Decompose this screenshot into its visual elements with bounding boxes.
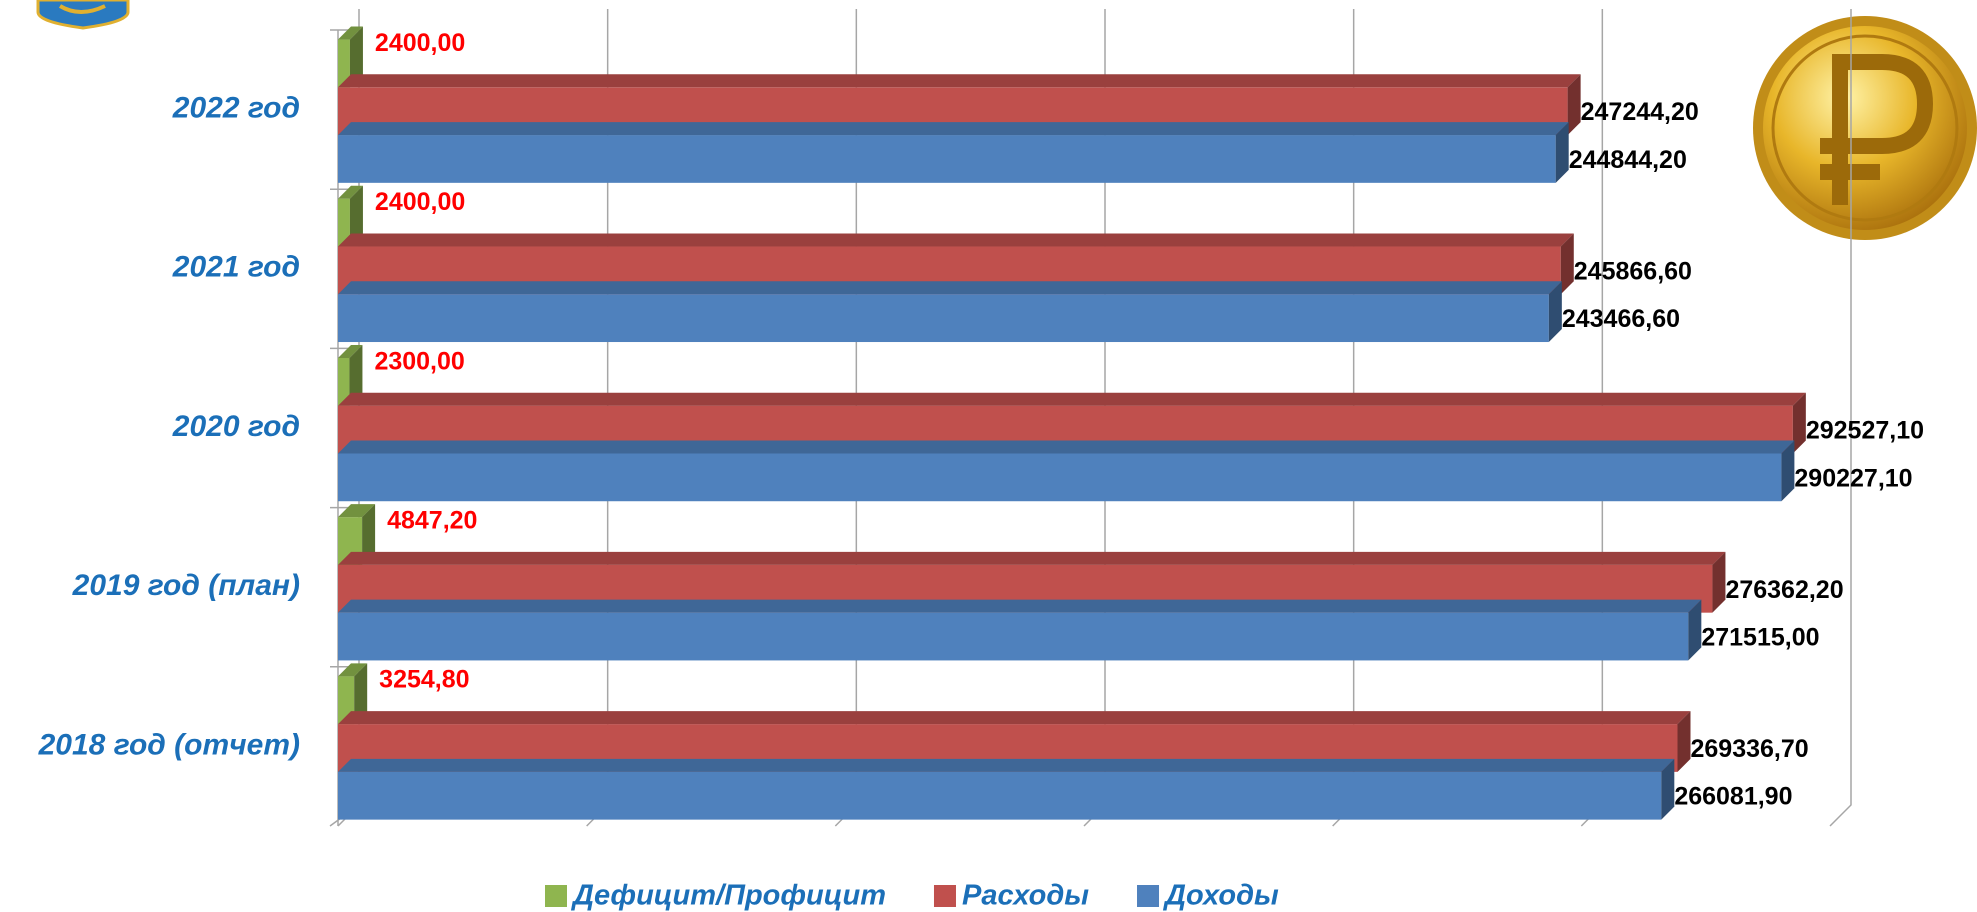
value-label: 243466,60 [1562, 305, 1680, 333]
bar [338, 185, 363, 247]
bar-top [338, 185, 363, 199]
bar-front [338, 453, 1782, 502]
bar-top [338, 233, 1574, 247]
bar-side [1792, 392, 1806, 454]
bar-side [1781, 440, 1795, 502]
bar-top [338, 711, 1691, 725]
category-label: 2021 год [172, 251, 300, 284]
value-label: 244844,20 [1569, 146, 1687, 174]
value-label: 4847,20 [387, 507, 477, 535]
legend-swatch [933, 885, 956, 907]
bar-side [349, 26, 363, 88]
bar-front [338, 39, 350, 88]
grid-line [1829, 9, 1852, 827]
value-label: 2400,00 [375, 188, 465, 216]
bar-top [338, 26, 363, 40]
value-label: 292527,10 [1806, 417, 1924, 445]
value-label: 269336,70 [1691, 735, 1809, 763]
bar-top [338, 440, 1795, 454]
bar-front [338, 198, 350, 247]
legend-swatch [545, 885, 567, 907]
bar [338, 758, 1675, 820]
bar-side [349, 185, 363, 247]
value-label: 276362,20 [1725, 576, 1843, 604]
bar-top [338, 599, 1702, 613]
bar-side [1661, 758, 1675, 820]
bar [338, 26, 363, 88]
ruble-coin [1753, 16, 1977, 240]
legend-label: Дефицит/Профицит [570, 880, 886, 912]
bar-front [338, 357, 350, 406]
value-label: 3254,80 [379, 666, 469, 694]
bar-side [1548, 281, 1562, 343]
bar-top [338, 504, 376, 518]
bar-top [338, 663, 368, 677]
legend-label: Доходы [1162, 880, 1279, 912]
bar [338, 440, 1795, 502]
bar-top [338, 758, 1675, 772]
bar [338, 599, 1702, 661]
bar-front [338, 294, 1549, 343]
coat-of-arms [36, 0, 130, 30]
bar-side [1555, 122, 1569, 183]
legend-swatch [1137, 885, 1160, 907]
value-label: 2300,00 [374, 347, 464, 375]
bar-side [1560, 233, 1574, 295]
value-label: 245866,60 [1574, 257, 1692, 285]
value-label: 2400,00 [375, 29, 465, 57]
bar-front [338, 771, 1662, 820]
bar-side [1677, 711, 1691, 772]
bar-front [338, 135, 1556, 183]
bar-side [1712, 551, 1726, 613]
bar [338, 344, 363, 406]
bar-top [338, 392, 1806, 406]
value-label: 266081,90 [1674, 783, 1792, 811]
category-label: 2020 год [172, 410, 300, 443]
bar-side [1688, 599, 1702, 661]
bar-top [338, 551, 1726, 565]
bar [338, 281, 1562, 343]
bar-top [338, 74, 1581, 88]
bar-front [338, 612, 1689, 661]
category-label: 2018 год (отчет) [38, 728, 300, 761]
legend-label: Расходы [962, 880, 1089, 912]
bar-side [349, 344, 363, 406]
value-label: 290227,10 [1794, 464, 1912, 492]
bar-top [338, 344, 363, 358]
value-label: 247244,20 [1581, 98, 1699, 126]
bar [338, 122, 1569, 183]
value-label: 271515,00 [1701, 624, 1819, 652]
bar-top [338, 281, 1562, 295]
bar-top [338, 122, 1569, 136]
category-label: 2019 год (план) [72, 569, 300, 602]
bar-side [1567, 74, 1581, 136]
bar-side [354, 663, 368, 725]
bar-side [362, 504, 376, 565]
category-label: 2022 год [172, 92, 300, 125]
